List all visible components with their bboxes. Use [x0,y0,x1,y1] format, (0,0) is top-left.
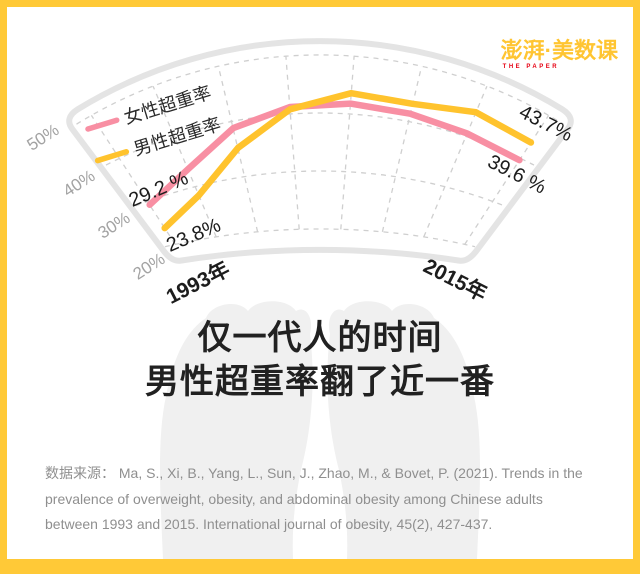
y-axis-label-40: 40% [60,166,99,200]
fan-chart-border [66,38,574,264]
grid-spoke-1 [152,85,217,238]
y-axis-label-30: 30% [95,208,134,242]
poster-title: 仅一代人的时间 男性超重率翻了近一番 [0,316,640,404]
grid-spoke-6 [423,85,488,238]
women-overweight-line [146,100,523,209]
grid-spoke-5 [381,66,423,232]
data-source-citation: 数据来源： Ma, S., Xi, B., Yang, L., Sun, J.,… [45,461,610,538]
logo-wordmark: 澎湃·美数课 [500,38,618,63]
legend-swatch-men [94,149,130,164]
grid-arc-20 [164,228,476,248]
y-axis-label-50: 50% [24,120,63,154]
legend-swatch-women [85,117,120,132]
the-paper-logo: 澎湃·美数课 THE PAPER [500,38,618,71]
left-foot-silhouette [160,301,313,559]
logo-subtext: THE PAPER [502,64,560,70]
grid-arc-30 [135,170,505,207]
x-axis-label-1993: 1993年 [162,257,233,309]
men-overweight-line [161,89,535,232]
grid-spoke-3 [285,56,300,230]
grid-spoke-4 [340,56,355,230]
grid-arc-50 [76,54,564,125]
source-line: between 1993 and 2015. International jou… [45,516,493,532]
right-foot-silhouette [327,301,480,559]
source-line: prevalence of overweight, obesity, and a… [45,490,543,507]
grid-spoke-2 [217,66,259,232]
source-line: 数据来源： Ma, S., Xi, B., Yang, L., Sun, J.,… [45,465,583,481]
poster-title-line2: 男性超重率翻了近一番 [145,363,495,401]
poster-title-line1: 仅一代人的时间 [197,319,443,357]
